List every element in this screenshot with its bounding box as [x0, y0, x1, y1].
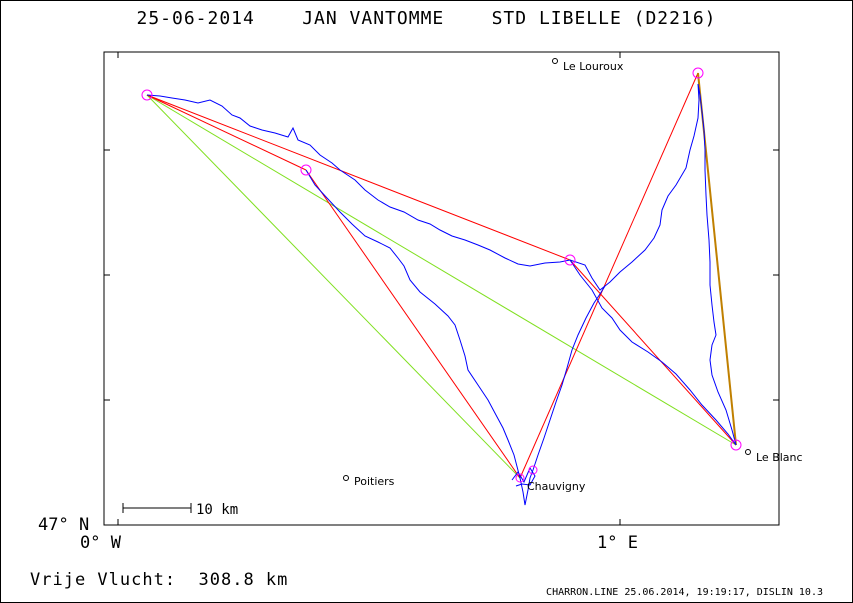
- turnpoint-marker: [141, 89, 153, 101]
- turnpoint-marker: [528, 465, 538, 475]
- scale-bar: [122, 503, 192, 513]
- turnpoint-marker: [692, 67, 704, 79]
- lon-left-label: 0° W: [80, 533, 121, 553]
- task-legs: [146, 72, 737, 479]
- alt-legs: [146, 94, 737, 479]
- town-label: Le Louroux: [563, 60, 624, 73]
- gps-track: [569, 259, 737, 446]
- turnpoint-marker: [564, 254, 576, 266]
- gps-track: [305, 169, 606, 506]
- map-title: 25-06-2014 JAN VANTOMME STD LIBELLE (D22…: [136, 8, 717, 29]
- flight-distance: Vrije Vlucht: 308.8 km: [30, 570, 289, 590]
- turnpoint-marker: [300, 164, 312, 176]
- scale-bar-label: 10 km: [196, 502, 238, 518]
- lat-label: 47° N: [38, 515, 90, 535]
- lon-right-label: 1° E: [597, 533, 638, 553]
- town-marker: [745, 449, 751, 455]
- town-marker: [552, 58, 558, 64]
- town-label: Poitiers: [354, 475, 395, 488]
- gps-track: [146, 83, 737, 446]
- turnpoints: [141, 67, 742, 483]
- town-marker: [343, 475, 349, 481]
- turnpoint-marker: [515, 473, 525, 483]
- town-markers: [343, 58, 751, 481]
- file-info: CHARRON.LINE 25.06.2014, 19:19:17, DISLI…: [546, 587, 823, 598]
- town-label: Chauvigny: [527, 480, 586, 493]
- town-label: Le Blanc: [756, 451, 803, 464]
- plot-border: [103, 51, 780, 526]
- turnpoint-marker: [730, 439, 742, 451]
